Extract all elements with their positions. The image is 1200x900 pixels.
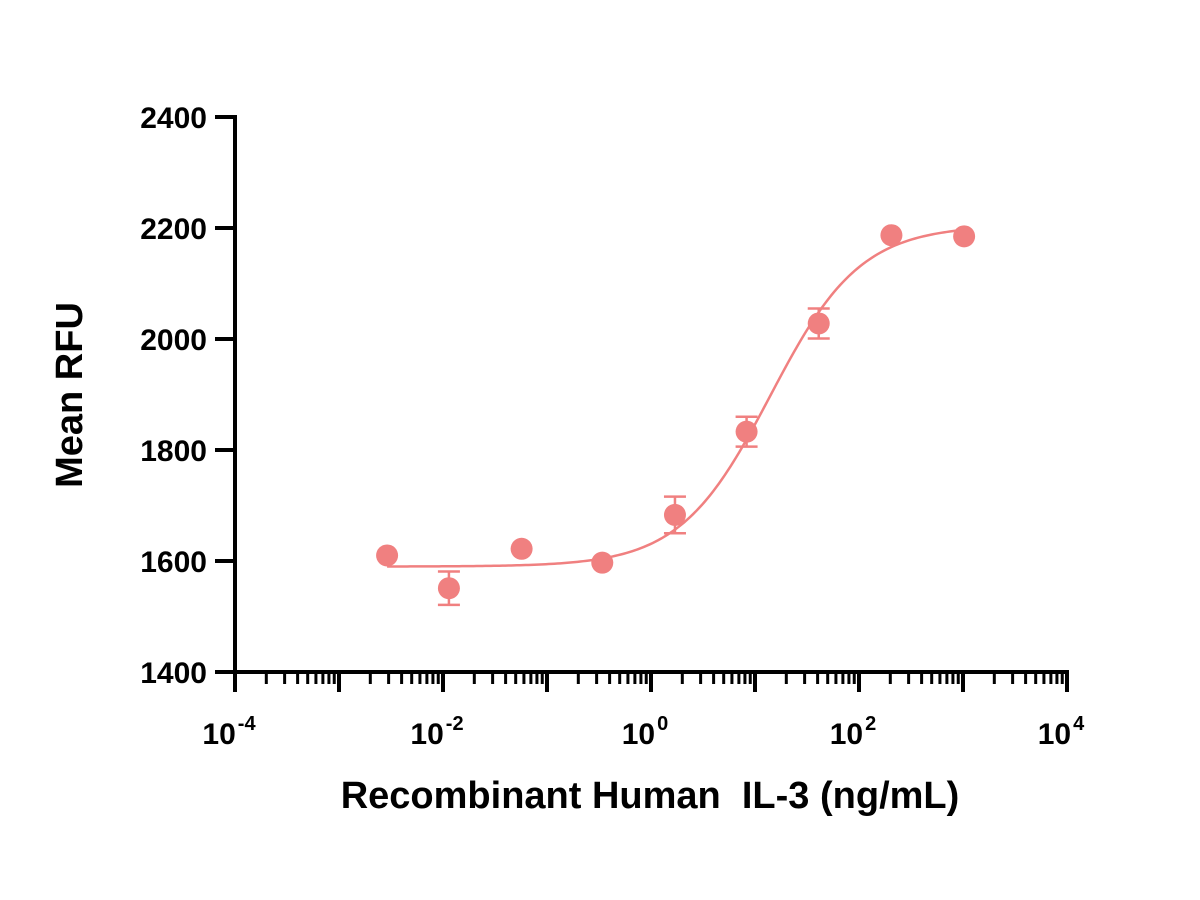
data-point xyxy=(591,551,614,574)
data-point xyxy=(880,224,903,247)
x-tick-label: 10 0 xyxy=(622,713,669,751)
y-axis-title: Mean RFU xyxy=(49,302,91,488)
x-tick-label: 10 4 xyxy=(1038,713,1085,751)
y-axis: 1400 1600 1800 2000 2200 2400 xyxy=(140,102,237,690)
x-axis-title: Recombinant Human IL-3 (ng/mL) xyxy=(341,775,960,817)
y-tick-label: 1400 xyxy=(140,657,207,690)
data-point xyxy=(807,312,830,335)
x-tick-label: 10 -2 xyxy=(410,713,463,751)
data-point xyxy=(953,225,976,248)
x-tick-label: 10 2 xyxy=(830,713,877,751)
x-tick-label: 10 -4 xyxy=(202,713,256,751)
data-point xyxy=(376,544,399,567)
y-tick-label: 1600 xyxy=(140,546,207,579)
y-tick-label: 2400 xyxy=(140,102,207,135)
data-points-layer xyxy=(376,224,976,607)
y-tick-label: 2200 xyxy=(140,213,207,246)
data-point xyxy=(437,577,460,600)
data-point xyxy=(510,537,533,560)
data-point xyxy=(663,503,686,526)
y-tick-label: 1800 xyxy=(140,435,207,468)
data-point xyxy=(735,420,758,443)
x-axis: 10 -4 10 -2 10 0 10 2 10 4 xyxy=(202,670,1085,751)
y-tick-label: 2000 xyxy=(140,324,207,357)
